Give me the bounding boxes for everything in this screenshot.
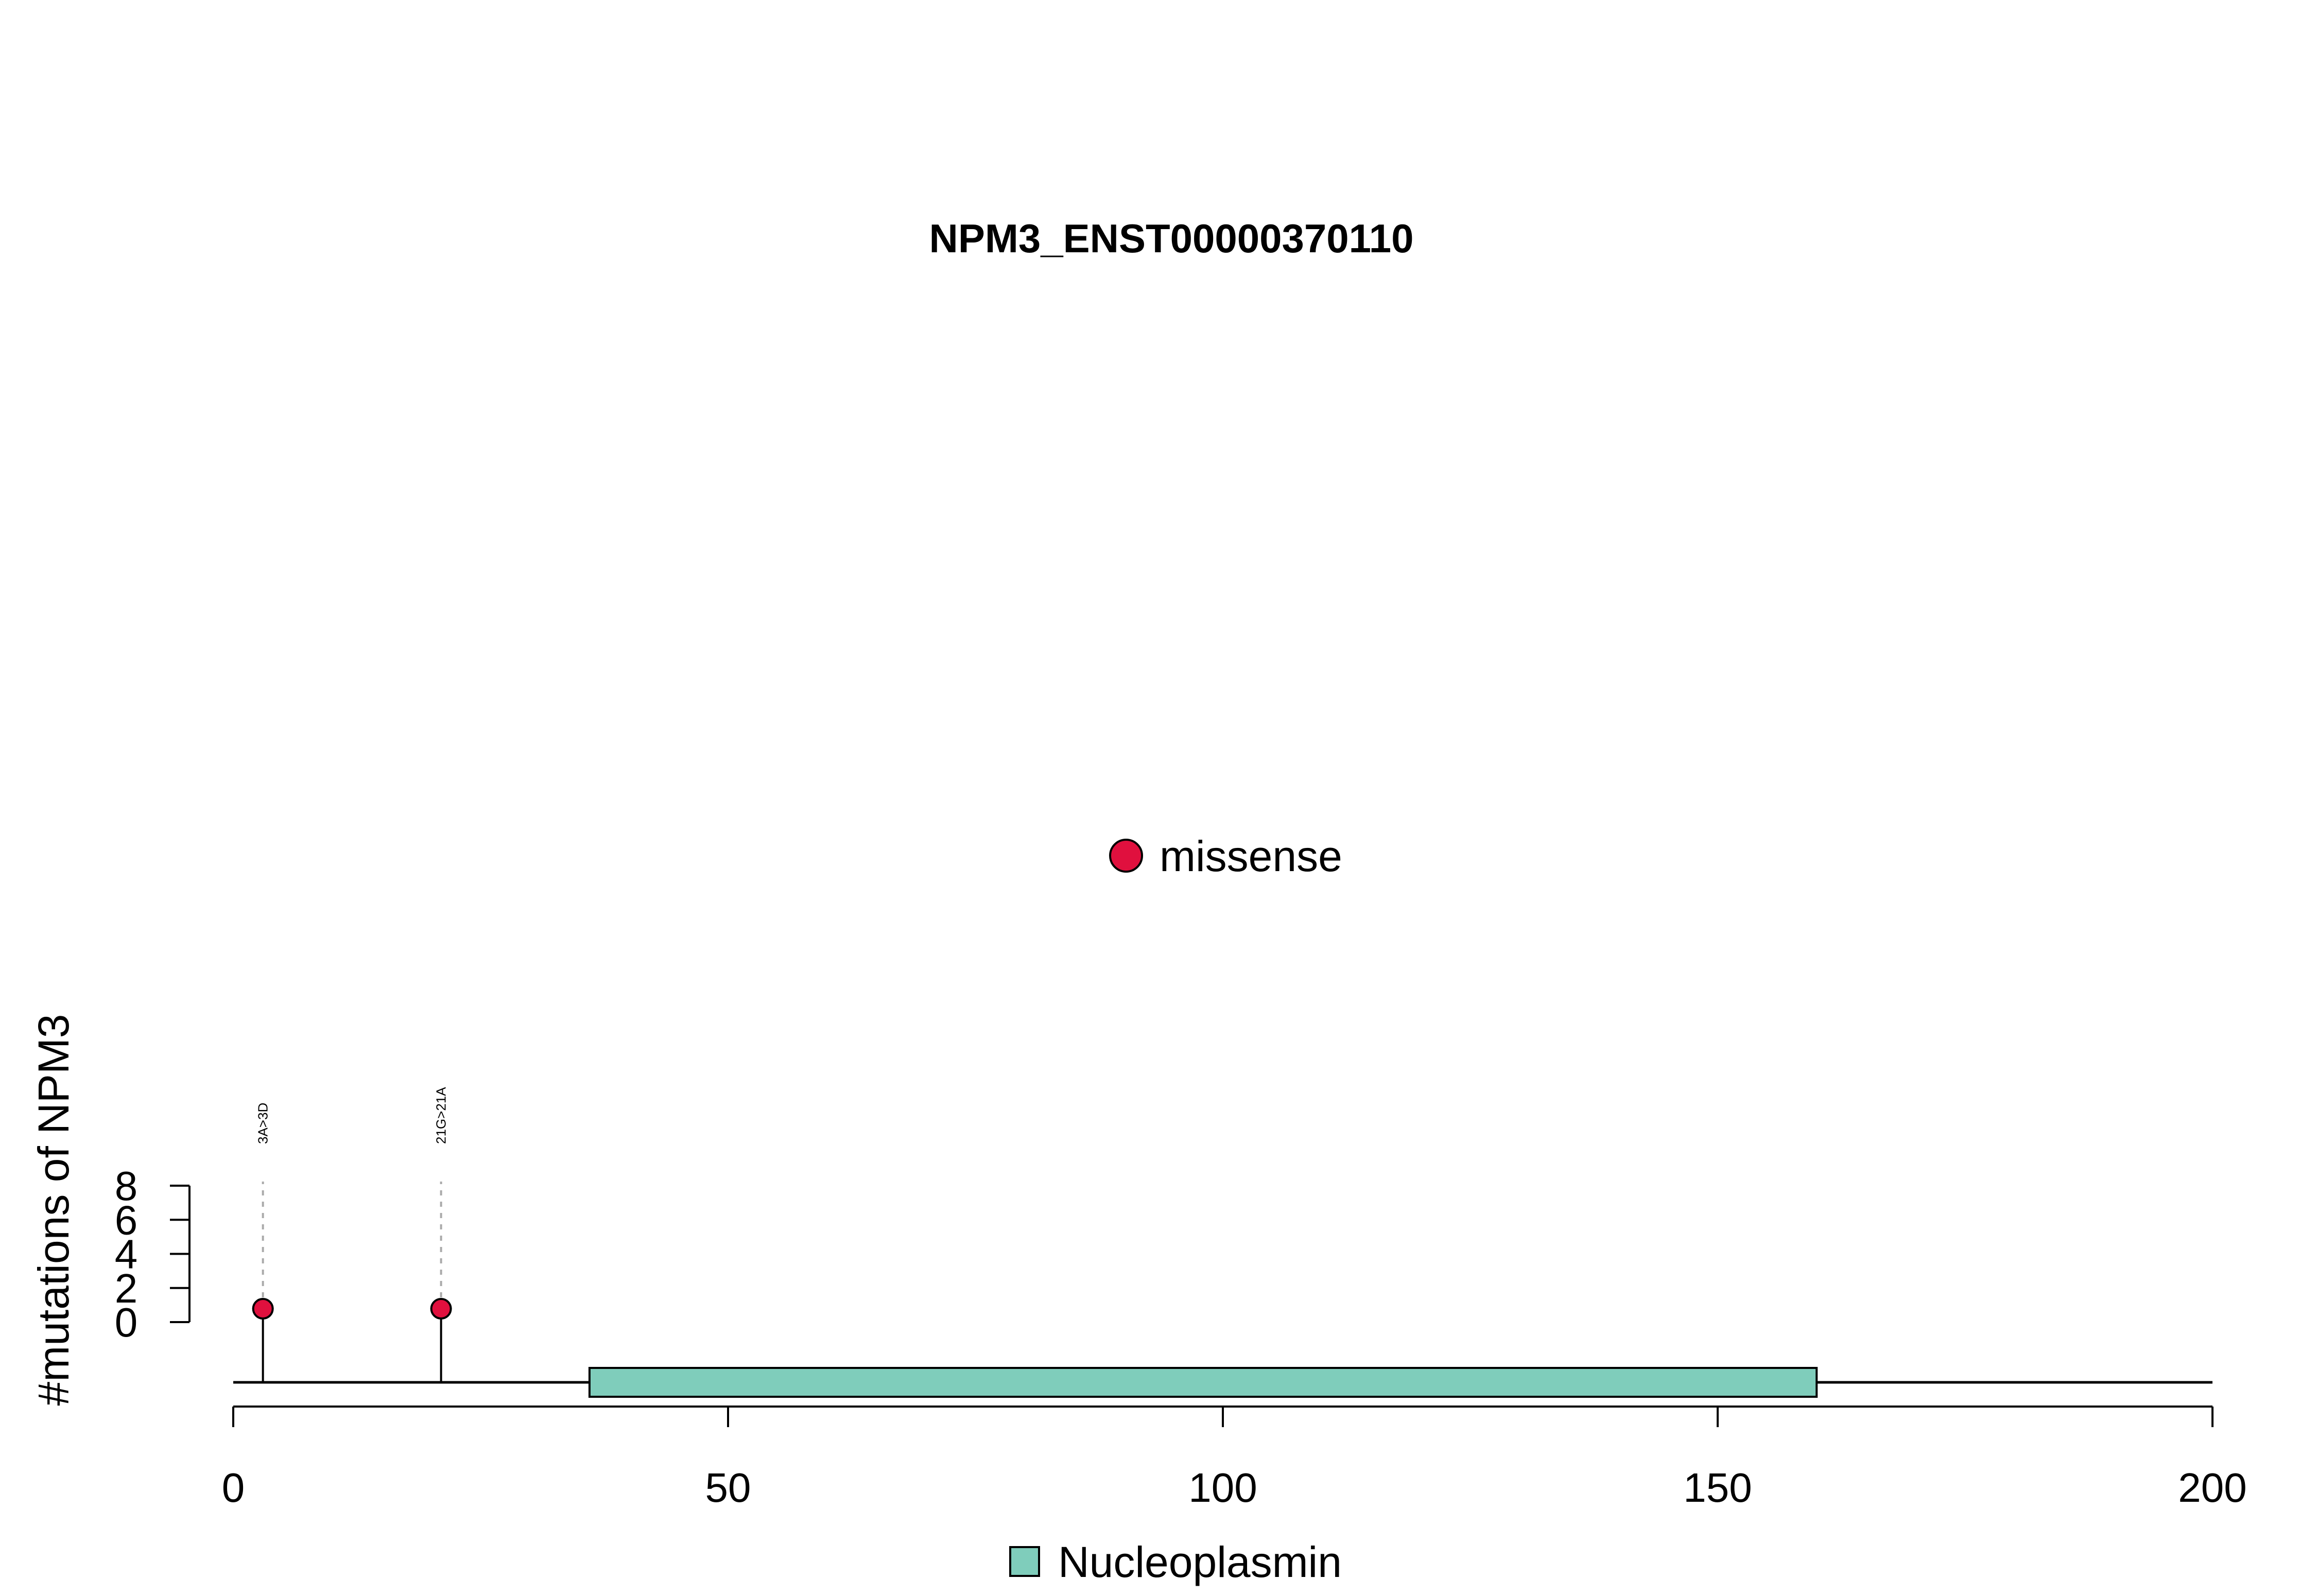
mutation-label: 21G>21A <box>434 1087 449 1144</box>
legend-missense-label: missense <box>1160 832 1342 880</box>
legend-nucleoplasmin-swatch <box>1009 1546 1040 1577</box>
mutation-point <box>430 1298 452 1320</box>
x-tick-label: 150 <box>1683 1465 1752 1511</box>
y-tick-label: 8 <box>115 1163 138 1209</box>
legend-missense-marker <box>1109 839 1143 873</box>
y-tick-label: 6 <box>115 1197 138 1243</box>
x-tick-label: 0 <box>222 1465 245 1511</box>
x-tick-label: 100 <box>1188 1465 1257 1511</box>
y-tick-label: 0 <box>115 1299 138 1345</box>
chart-title: NPM3_ENST00000370110 <box>929 216 1414 261</box>
x-tick-label: 200 <box>2178 1465 2246 1511</box>
y-axis-label: #mutations of NPM3 <box>29 1014 78 1406</box>
legend-nucleoplasmin-label: Nucleoplasmin <box>1058 1538 1342 1586</box>
y-tick-label: 4 <box>115 1231 138 1277</box>
mutation-label: 3A>3D <box>255 1103 271 1144</box>
mutations-layer: 3A>3D 21G>21A <box>252 1087 452 1382</box>
x-axis: 0 50 100 150 200 <box>222 1406 2247 1511</box>
domain-nucleoplasmin <box>588 1367 1818 1398</box>
x-tick-label: 50 <box>705 1465 751 1511</box>
y-tick-label: 2 <box>115 1265 138 1311</box>
protein-backbone <box>233 1367 2212 1398</box>
mutation-point <box>252 1298 274 1320</box>
